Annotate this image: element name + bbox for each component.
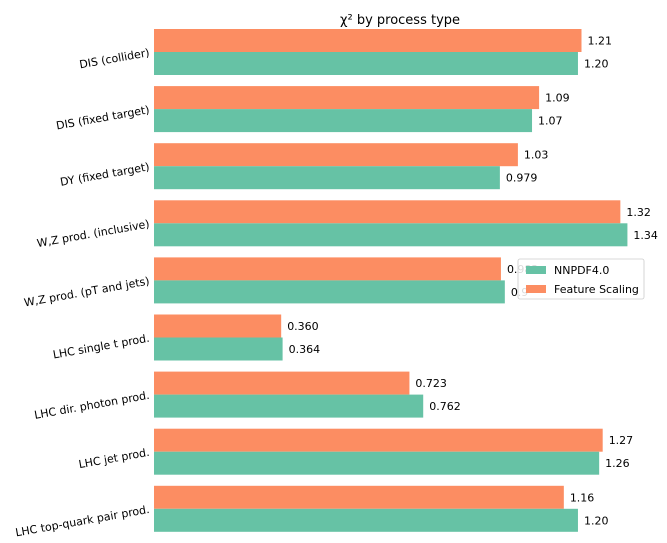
category-label-dy-fixed-target: DY (fixed target): [59, 160, 150, 189]
bar-feature-scaling-lhc-top-quark-pair-prod: [154, 485, 564, 509]
data-label-nnpdf4-0-lhc-single-t-prod: 0.364: [289, 343, 321, 356]
data-label-feature-scaling-w-z-prod-inclusive: 1.32: [626, 206, 651, 219]
data-label-nnpdf4-0-dis-collider: 1.20: [584, 58, 609, 71]
data-label-feature-scaling-lhc-jet-prod: 1.27: [609, 434, 634, 447]
legend-label-feature-scaling: Feature Scaling: [554, 283, 639, 296]
category-label-w-z-prod-inclusive: W,Z prod. (inclusive): [36, 217, 151, 250]
bar-feature-scaling-lhc-dir-photon-prod: [154, 371, 410, 395]
bars-layer: [154, 29, 628, 532]
chart-title: χ² by process type: [340, 13, 460, 28]
data-label-feature-scaling-dis-collider: 1.21: [587, 35, 612, 48]
data-label-nnpdf4-0-lhc-top-quark-pair-prod: 1.20: [584, 514, 609, 527]
legend-frame: [517, 258, 645, 300]
bar-nnpdf4-0-dis-fixed-target: [154, 109, 533, 133]
legend-swatch-nnpdf: [526, 266, 546, 274]
bar-nnpdf4-0-w-z-prod-inclusive: [154, 223, 628, 247]
bar-feature-scaling-w-z-prod-pt-and-jets: [154, 257, 501, 281]
category-label-lhc-jet-prod: LHC jet prod.: [78, 446, 151, 471]
category-label-lhc-single-t-prod: LHC single t prod.: [52, 332, 151, 362]
category-label-dis-collider: DIS (collider): [78, 46, 150, 71]
data-label-feature-scaling-lhc-single-t-prod: 0.360: [287, 320, 319, 333]
bar-nnpdf4-0-w-z-prod-pt-and-jets: [154, 280, 505, 304]
data-label-nnpdf4-0-dis-fixed-target: 1.07: [538, 115, 563, 128]
data-label-nnpdf4-0-lhc-dir-photon-prod: 0.762: [429, 400, 461, 413]
bar-nnpdf4-0-dy-fixed-target: [154, 166, 500, 190]
data-label-feature-scaling-lhc-dir-photon-prod: 0.723: [415, 377, 447, 390]
data-label-feature-scaling-dis-fixed-target: 1.09: [545, 92, 570, 105]
category-labels: DIS (collider) DIS (fixed target) DY (fixe…: [14, 46, 150, 539]
bar-feature-scaling-dis-collider: [154, 29, 582, 52]
bar-feature-scaling-w-z-prod-inclusive: [154, 200, 621, 224]
data-label-nnpdf4-0-w-z-prod-inclusive: 1.34: [633, 229, 658, 242]
data-label-feature-scaling-lhc-top-quark-pair-prod: 1.16: [570, 491, 595, 504]
bar-feature-scaling-dis-fixed-target: [154, 86, 540, 110]
bar-nnpdf4-0-lhc-jet-prod: [154, 451, 600, 475]
bar-feature-scaling-lhc-single-t-prod: [154, 314, 282, 338]
legend-swatch-feature-scaling: [526, 285, 546, 293]
legend: NNPDF4.0 Feature Scaling: [517, 258, 645, 300]
category-label-lhc-top-quark-pair-prod: LHC top-quark pair prod.: [14, 503, 150, 539]
category-label-dis-fixed-target: DIS (fixed target): [55, 103, 150, 132]
legend-label-nnpdf: NNPDF4.0: [554, 264, 609, 277]
bar-feature-scaling-dy-fixed-target: [154, 143, 518, 167]
category-label-w-z-prod-pt-and-jets: W,Z prod. (pT and jets): [23, 275, 151, 310]
bar-nnpdf4-0-lhc-top-quark-pair-prod: [154, 508, 578, 532]
bar-nnpdf4-0-lhc-dir-photon-prod: [154, 394, 424, 418]
category-label-lhc-dir-photon-prod: LHC dir. photon prod.: [33, 389, 150, 422]
bar-nnpdf4-0-lhc-single-t-prod: [154, 337, 283, 361]
data-label-feature-scaling-dy-fixed-target: 1.03: [524, 149, 549, 162]
data-label-nnpdf4-0-lhc-jet-prod: 1.26: [605, 457, 630, 470]
bar-nnpdf4-0-dis-collider: [154, 52, 578, 75]
data-label-nnpdf4-0-dy-fixed-target: 0.979: [506, 172, 538, 185]
bar-feature-scaling-lhc-jet-prod: [154, 428, 603, 452]
